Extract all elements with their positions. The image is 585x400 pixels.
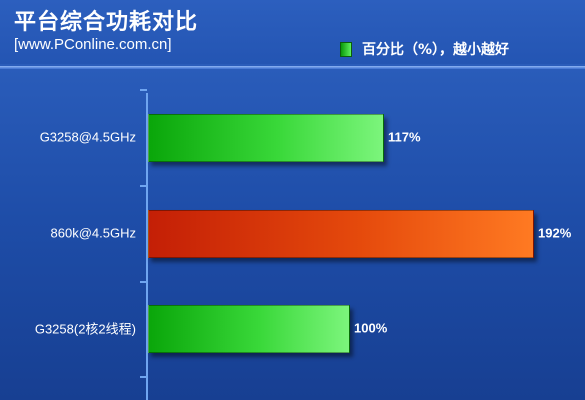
chart-subtitle: [www.PConline.com.cn]	[14, 36, 172, 53]
category-label: G3258(2核2线程)	[34, 321, 136, 337]
category-label: G3258@4.5GHz	[39, 129, 136, 145]
plot-area: G3258@4.5GHz 117% 860k@4.5GHz 192% G3258(2核2…	[0, 69, 585, 400]
chart-title: 平台综合功耗对比	[14, 10, 199, 35]
bar	[148, 114, 384, 162]
value-label: 100%	[354, 320, 388, 336]
axis-tick	[140, 281, 147, 283]
legend-label: 百分比（%），越小越好	[362, 42, 510, 58]
value-label: 117%	[388, 129, 421, 145]
value-label: 192%	[538, 225, 572, 241]
legend-swatch	[340, 42, 352, 57]
category-axis	[146, 93, 148, 400]
chart-header: 平台综合功耗对比 [www.PConline.com.cn] 百分比（%），越小…	[0, 0, 585, 64]
header-separator	[0, 66, 585, 69]
axis-tick	[140, 185, 147, 187]
bar	[148, 210, 534, 258]
axis-tick	[140, 376, 147, 378]
category-label: 860k@4.5GHz	[50, 225, 136, 241]
axis-tick	[140, 89, 147, 91]
bar	[148, 305, 350, 353]
